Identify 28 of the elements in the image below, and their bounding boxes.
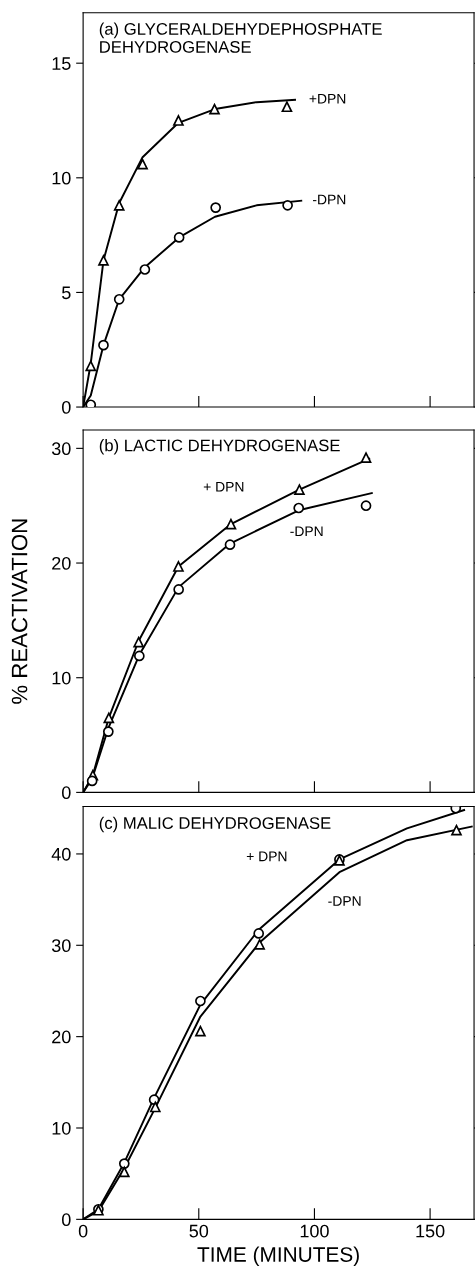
y-tick-label: 15 — [52, 57, 71, 70]
series-label: -DPN — [312, 194, 346, 205]
series-label: +DPN — [309, 93, 346, 104]
x-tick-label: 150 — [416, 1224, 445, 1238]
y-tick-label: 30 — [51, 442, 71, 456]
series-label: + DPN — [203, 481, 244, 492]
series-label: -DPN — [328, 896, 361, 906]
y-tick-label: 0 — [61, 786, 71, 800]
y-tick-label: 20 — [52, 556, 71, 570]
y-tick-label: 40 — [51, 847, 71, 861]
y-tick-label: 20 — [52, 1030, 71, 1044]
text: (b) LACTIC DEHYDROGENASE — [99, 439, 340, 455]
series-label: -DPN — [290, 526, 323, 537]
text: + DPN — [246, 851, 287, 862]
y-tick-label: 10 — [52, 671, 71, 685]
y-tick-label: 10 — [52, 171, 71, 185]
text: (c) MALIC DEHYDROGENASE — [99, 816, 331, 833]
x-tick-label: 50 — [189, 1224, 209, 1238]
y-tick-label: 30 — [51, 939, 71, 953]
y-tick-label: 0 — [61, 400, 71, 414]
x-tick-label: 100 — [300, 1224, 329, 1238]
y-tick-label: 5 — [62, 286, 71, 300]
x-tick-label: 0 — [78, 1224, 88, 1238]
x-axis-title: TIME (MINUTES) — [197, 1246, 359, 1266]
text: (a) GLYCERALDEHYDEPHOSPHATE DEHYDROGENASE — [99, 22, 382, 53]
y-tick-label: 0 — [61, 1213, 71, 1227]
y-axis-title: % REACTIVATION — [11, 519, 28, 704]
y-tick-label: 10 — [52, 1121, 71, 1135]
